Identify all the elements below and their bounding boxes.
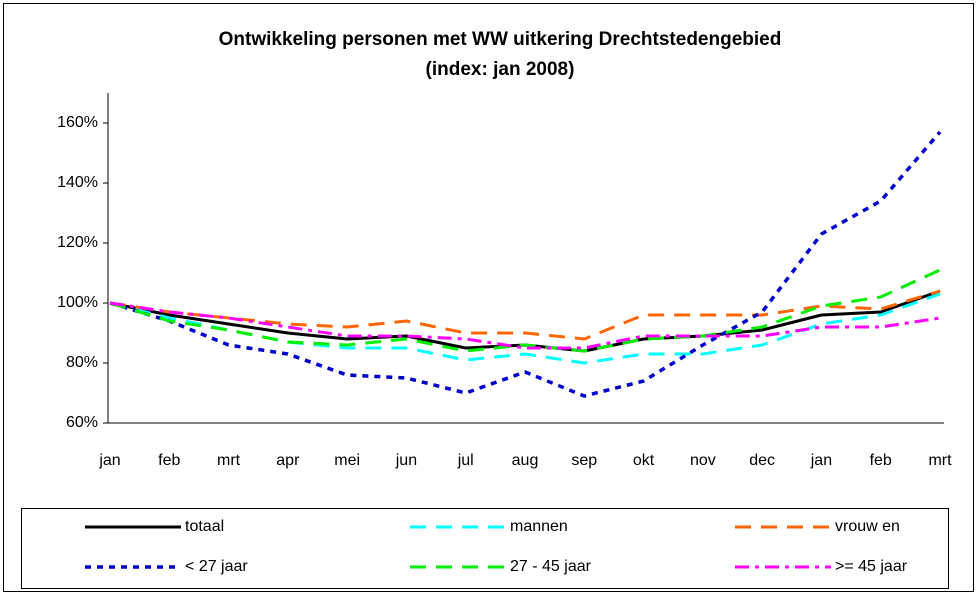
y-tick-label: 60% [66, 414, 98, 431]
x-tick-label: dec [749, 452, 775, 469]
legend-label: totaal [185, 518, 224, 535]
x-tick-label: feb [158, 452, 180, 469]
legend-label: < 27 jaar [185, 558, 248, 575]
x-tick-label: okt [633, 452, 655, 469]
x-tick-label: jan [98, 452, 120, 469]
x-tick-label: nov [690, 452, 716, 469]
series-line [109, 268, 941, 353]
chart-title: Ontwikkeling personen met WW uitkering D… [219, 29, 782, 50]
x-tick-label: sep [571, 452, 597, 469]
x-tick-label: jul [457, 452, 474, 469]
series-line [109, 301, 941, 350]
y-tick-label: 80% [66, 354, 98, 371]
x-tick-label: mrt [928, 452, 952, 469]
x-tick-label: mei [334, 452, 360, 469]
x-tick-label: mrt [217, 452, 241, 469]
legend-label: >= 45 jaar [835, 558, 908, 575]
y-tick-label: 160% [57, 114, 98, 131]
x-tick-label: apr [276, 452, 300, 469]
series-line [109, 130, 942, 398]
chart-border [3, 3, 974, 592]
y-tick-label: 100% [57, 294, 98, 311]
x-tick-label: jan [810, 452, 832, 469]
legend-label: mannen [510, 518, 568, 535]
y-tick-label: 140% [57, 174, 98, 191]
legend-box [21, 508, 949, 589]
series-line [109, 289, 941, 341]
x-tick-label: feb [870, 452, 892, 469]
x-tick-label: aug [512, 452, 539, 469]
legend-label: 27 - 45 jaar [510, 558, 592, 575]
y-tick-label: 120% [57, 234, 98, 251]
chart-subtitle: (index: jan 2008) [426, 59, 575, 80]
legend-label: vrouw en [835, 518, 900, 535]
x-tick-label: jun [395, 452, 417, 469]
